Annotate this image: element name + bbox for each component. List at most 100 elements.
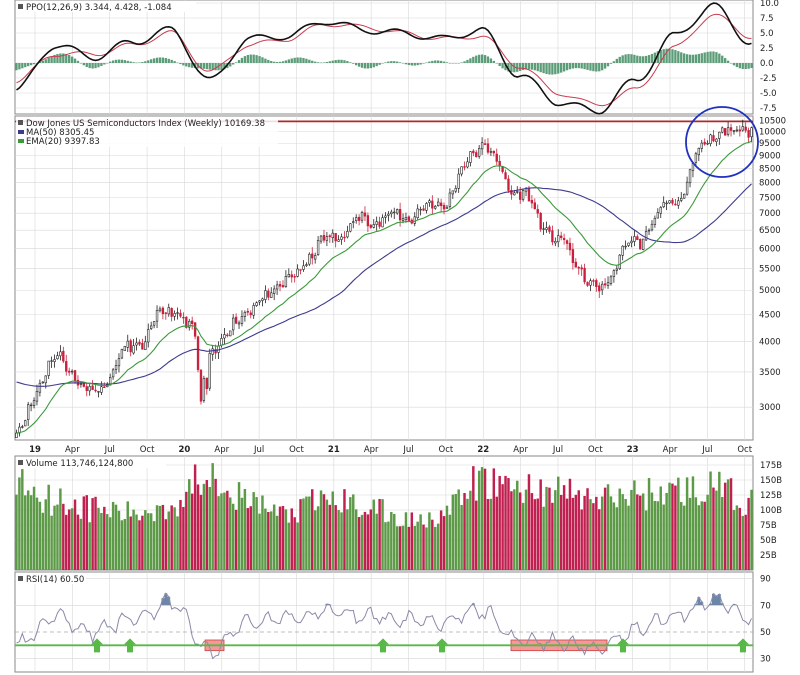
ppo-histogram-bar (123, 60, 126, 63)
candle-body (653, 217, 657, 225)
candle-body (167, 307, 170, 315)
ppo-histogram-bar (457, 63, 460, 64)
candle-body (384, 215, 387, 218)
ppo-line (16, 2, 752, 115)
ppo-histogram-bar (79, 63, 83, 64)
ppo-histogram-bar (636, 55, 639, 63)
volume-bar (729, 478, 733, 570)
price-y-tick: 5000 (759, 286, 781, 296)
up-arrow-icon (737, 638, 749, 653)
candle-body (264, 290, 267, 300)
ppo-histogram-bar (715, 52, 718, 63)
price-panel-icon[interactable] (18, 120, 23, 125)
ppo-histogram-bar (114, 59, 118, 63)
volume-bar (249, 506, 252, 570)
candle-body (287, 274, 291, 278)
volume-bar (357, 517, 361, 570)
volume-bar (571, 497, 575, 570)
volume-bar (712, 487, 715, 570)
ppo-histogram-bar (554, 63, 557, 75)
candle-body (618, 254, 621, 270)
ppo-histogram-bar (448, 62, 452, 64)
volume-bar (477, 470, 481, 570)
volume-bar (32, 486, 36, 570)
candle-body (674, 203, 677, 206)
ma50-line (16, 183, 752, 387)
ppo-histogram-bar (129, 61, 132, 63)
volume-bar (726, 479, 730, 570)
volume-y-tick: 50B (760, 536, 777, 546)
volume-bar (703, 501, 706, 570)
ppo-histogram-bar (24, 63, 27, 68)
ppo-histogram-bar (56, 54, 59, 63)
ppo-y-tick: 2.5 (760, 44, 774, 54)
ma50-legend-swatch (18, 130, 24, 134)
candle-body (369, 224, 373, 228)
ppo-histogram-bar (155, 57, 159, 63)
candle-body (726, 127, 730, 135)
ppo-histogram-bar (700, 53, 703, 63)
volume-bar (516, 480, 519, 570)
x-tick-label: Apr (513, 445, 528, 455)
candle-body (615, 268, 619, 271)
candle-body (188, 320, 191, 328)
candle-body (621, 245, 624, 256)
volume-bar (354, 509, 358, 570)
candle-body (272, 288, 276, 294)
candle-body (357, 216, 361, 221)
ppo-histogram-bar (202, 63, 206, 69)
rsi-panel-icon[interactable] (18, 576, 23, 581)
candle-body (434, 205, 437, 209)
ppo-histogram-bar (305, 58, 308, 63)
candle-body (290, 274, 293, 278)
ppo-histogram-bar (38, 62, 42, 63)
candle-body (721, 127, 724, 133)
volume-bar (685, 477, 689, 570)
volume-bar (94, 496, 97, 570)
volume-bar (135, 514, 138, 570)
volume-bar (261, 495, 264, 570)
volume-panel-icon[interactable] (18, 460, 23, 465)
ppo-histogram-bar (349, 62, 352, 63)
price-y-tick: 8500 (759, 165, 781, 175)
ppo-histogram-bar (27, 63, 30, 67)
volume-bar (275, 515, 279, 570)
ppo-histogram-bar (624, 54, 627, 63)
ppo-histogram-bar (363, 63, 367, 69)
candle-body (469, 151, 472, 163)
x-tick-label: Oct (289, 445, 304, 455)
volume-frame (14, 455, 754, 571)
volume-bar (706, 494, 709, 570)
volume-bar (299, 499, 302, 570)
candle-body (700, 142, 703, 149)
volume-bar (59, 488, 62, 570)
candle-body (205, 377, 208, 390)
volume-bar (220, 493, 223, 570)
ppo-histogram-bar (343, 60, 346, 63)
volume-bar (589, 499, 592, 570)
ppo-histogram-bar (413, 63, 416, 66)
x-tick-label: 22 (477, 445, 489, 455)
candle-body (518, 191, 522, 200)
ppo-histogram-bar (334, 60, 337, 63)
ppo-histogram-bar (287, 59, 290, 63)
ppo-histogram-bar (232, 63, 235, 65)
candle-body (574, 261, 578, 268)
volume-bar (267, 512, 270, 570)
ppo-histogram-bar (70, 56, 74, 63)
ppo-histogram-bar (135, 62, 138, 64)
price-y-tick: 3500 (759, 368, 781, 378)
ppo-panel-icon[interactable] (18, 4, 23, 9)
x-tick-label: 23 (627, 445, 639, 455)
ppo-y-tick: -5.0 (760, 89, 777, 99)
candle-body (135, 342, 138, 346)
volume-bar (343, 489, 346, 570)
ppo-histogram-bar (434, 60, 437, 63)
candle-body (328, 235, 332, 237)
ppo-histogram-bar (516, 63, 519, 72)
volume-bar (229, 497, 232, 570)
candle-body (354, 217, 358, 221)
candle-body (349, 223, 352, 232)
ppo-histogram-bar (601, 63, 604, 71)
candle-body (243, 311, 247, 317)
